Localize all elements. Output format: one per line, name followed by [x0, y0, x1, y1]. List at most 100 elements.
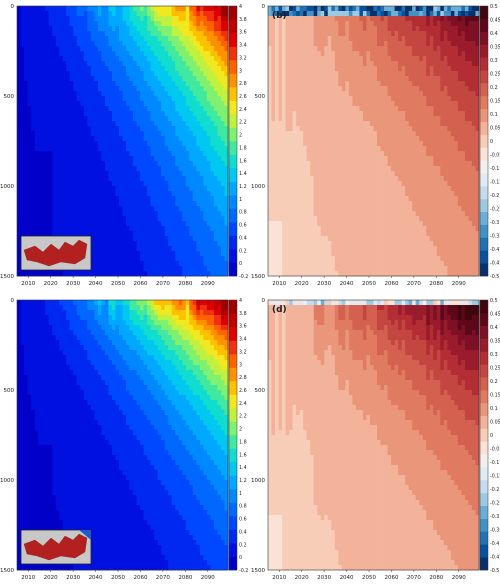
heatmap-cell: [306, 201, 311, 207]
heatmap-cell: [271, 11, 276, 17]
colorbar-tick-label: 1.8: [239, 145, 247, 151]
heatmap-cell: [306, 231, 311, 237]
heatmap-cell: [27, 6, 32, 12]
heatmap-cell: [373, 271, 378, 277]
heatmap-cell: [97, 221, 102, 227]
heatmap-cell: [317, 81, 322, 87]
heatmap-cell: [324, 106, 329, 112]
heatmap-cell: [161, 26, 166, 32]
heatmap-cell: [66, 21, 71, 27]
heatmap-cell: [352, 236, 357, 242]
heatmap-cell: [285, 176, 290, 182]
heatmap-cell: [80, 226, 85, 232]
heatmap-cell: [366, 96, 371, 102]
heatmap-cell: [17, 96, 21, 102]
heatmap-cell: [41, 121, 46, 127]
heatmap-cell: [317, 196, 322, 202]
heatmap-cell: [362, 166, 367, 172]
heatmap-cell: [168, 176, 173, 182]
heatmap-cell: [369, 206, 374, 212]
heatmap-cell: [373, 111, 378, 117]
heatmap-cell: [59, 11, 64, 17]
heatmap-cell: [327, 131, 332, 137]
heatmap-cell: [66, 96, 71, 102]
heatmap-cell: [34, 136, 39, 142]
heatmap-cell: [189, 76, 194, 82]
heatmap-cell: [17, 31, 21, 37]
heatmap-cell: [97, 236, 102, 242]
y-tick-label: 1500: [0, 274, 14, 280]
heatmap-cell: [185, 261, 190, 267]
heatmap-cell: [310, 166, 315, 172]
heatmap-cell: [320, 236, 325, 242]
heatmap-cell: [196, 111, 201, 117]
heatmap-cell: [80, 186, 85, 192]
heatmap-cell: [199, 136, 204, 142]
heatmap-cell: [352, 116, 357, 122]
heatmap-cell: [69, 81, 74, 87]
heatmap-cell: [126, 61, 130, 67]
heatmap-cell: [45, 196, 50, 202]
heatmap-cell: [213, 166, 218, 172]
heatmap-cell: [175, 11, 180, 17]
heatmap-cell: [94, 131, 99, 137]
heatmap-cell: [126, 201, 130, 207]
heatmap-cell: [306, 206, 311, 212]
heatmap-cell: [73, 26, 78, 32]
colorbar-swatch: [229, 154, 237, 169]
heatmap-cell: [164, 141, 169, 147]
heatmap-cell: [213, 206, 218, 212]
heatmap-cell: [90, 86, 95, 92]
heatmap-cell: [292, 246, 297, 252]
heatmap-cell: [87, 26, 92, 32]
heatmap-cell: [154, 166, 159, 172]
heatmap-cell: [362, 236, 367, 242]
heatmap-cell: [268, 96, 272, 102]
heatmap-cell: [217, 71, 222, 77]
heatmap-cell: [31, 66, 35, 72]
heatmap-cell: [66, 271, 71, 277]
heatmap-cell: [59, 226, 64, 232]
heatmap-cell: [310, 76, 315, 82]
heatmap-cell: [111, 66, 116, 72]
heatmap-cell: [289, 161, 294, 167]
heatmap-cell: [289, 126, 294, 132]
heatmap-cell: [189, 31, 194, 37]
heatmap-cell: [271, 106, 276, 112]
heatmap-cell: [52, 201, 57, 207]
heatmap-cell: [352, 256, 357, 262]
heatmap-cell: [217, 201, 222, 207]
heatmap-cell: [133, 171, 137, 177]
heatmap-cell: [377, 71, 381, 77]
heatmap-cell: [17, 111, 21, 117]
heatmap-cell: [150, 121, 155, 127]
heatmap-cell: [147, 201, 152, 207]
heatmap-cell: [168, 21, 173, 27]
heatmap-cell: [24, 106, 28, 112]
heatmap-cell: [324, 31, 329, 37]
heatmap-cell: [359, 261, 364, 267]
heatmap-cell: [104, 261, 109, 267]
heatmap-cell: [338, 51, 343, 57]
heatmap-cell: [213, 181, 218, 187]
heatmap-cell: [94, 231, 99, 237]
heatmap-cell: [203, 166, 208, 172]
heatmap-cell: [168, 246, 173, 252]
heatmap-cell: [271, 261, 276, 267]
colorbar-tick-label: 1.6: [239, 158, 247, 164]
heatmap-cell: [178, 71, 183, 77]
heatmap-cell: [282, 101, 286, 107]
heatmap-cell: [310, 141, 315, 147]
heatmap-cell: [373, 136, 378, 142]
heatmap-cell: [303, 101, 308, 107]
heatmap-cell: [161, 81, 166, 87]
heatmap-cell: [31, 206, 35, 212]
colorbar-swatch: [229, 195, 237, 209]
heatmap-cell: [48, 76, 53, 82]
heatmap-cell: [327, 151, 332, 157]
heatmap-cell: [69, 271, 74, 277]
heatmap-cell: [310, 96, 315, 102]
heatmap-cell: [178, 111, 183, 117]
heatmap-cell: [143, 216, 148, 222]
heatmap-cell: [282, 181, 286, 187]
